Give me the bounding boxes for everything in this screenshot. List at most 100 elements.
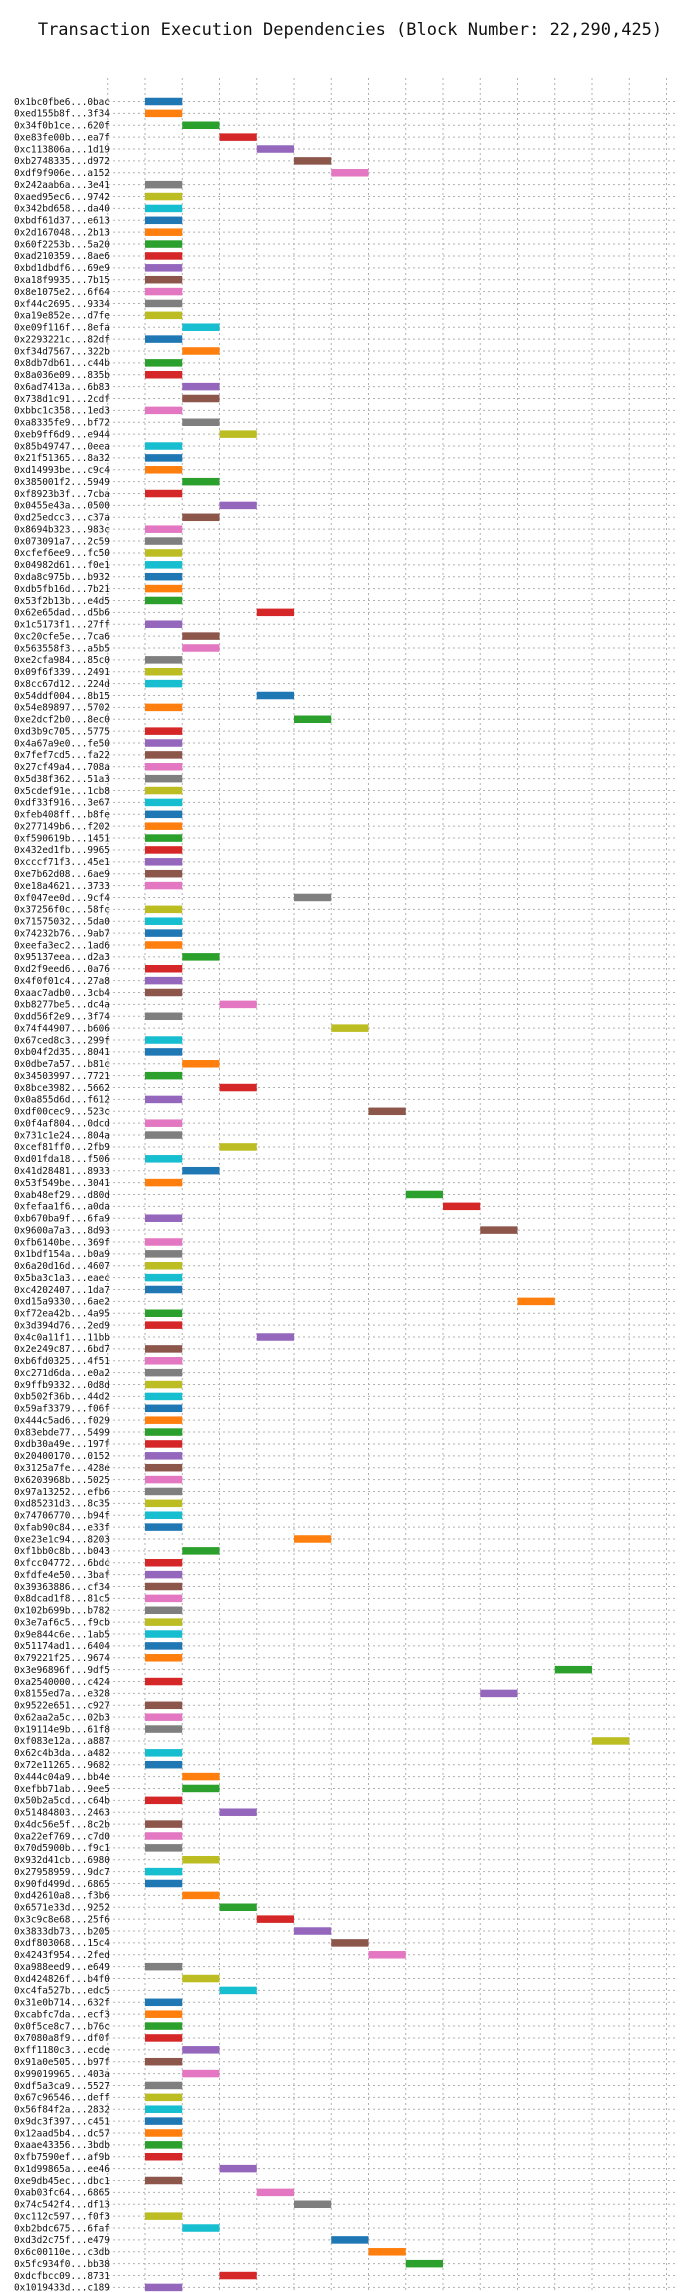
transaction-bar	[145, 370, 183, 379]
transaction-label: 0xe7b62d08...6ae9	[14, 869, 110, 880]
transaction-label: 0xfab90c84...e33f	[14, 1522, 110, 1533]
transaction-bar	[145, 1048, 183, 1056]
transaction-label: 0xbbc1c358...1ed3	[14, 406, 110, 417]
transaction-bar	[145, 941, 183, 949]
transaction-label: 0x97a13252...efb6	[14, 1487, 110, 1498]
transaction-label: 0x74232b76...9ab7	[14, 928, 110, 939]
transaction-bar	[145, 1012, 183, 1021]
transaction-label: 0x79221f25...9674	[14, 1653, 110, 1664]
transaction-label: 0xc113806a...1d19	[14, 144, 110, 155]
transaction-label: 0xdb30a49e...197f	[14, 1439, 110, 1450]
transaction-label: 0xe18a4621...3733	[14, 881, 110, 892]
transaction-label: 0x51174ad1...6404	[14, 1641, 110, 1652]
transaction-label: 0x54e89897...5702	[14, 703, 110, 714]
transaction-bar	[145, 2117, 183, 2125]
transaction-label: 0xcabfc7da...ecf3	[14, 2009, 110, 2020]
transaction-label: 0xa988eed9...e649	[14, 1962, 110, 1973]
transaction-bar	[145, 537, 183, 545]
transaction-label: 0x4dc56e5f...8c2b	[14, 1819, 110, 1830]
transaction-bar	[554, 1665, 592, 1674]
transaction-label: 0xff1180c3...ecde	[14, 2045, 110, 2056]
transaction-bar	[145, 1416, 183, 1424]
transaction-bar	[219, 430, 257, 438]
transaction-label: 0x9522e651...c927	[14, 1701, 110, 1712]
transaction-bar	[145, 834, 183, 842]
transaction-bar	[294, 1927, 332, 1935]
transaction-bar	[145, 1760, 183, 1769]
transaction-bar	[256, 2188, 294, 2197]
transaction-label: 0x95137eea...d2a3	[14, 952, 110, 963]
transaction-label: 0x72e11265...9682	[14, 1760, 110, 1771]
transaction-label: 0xa22ef769...c7d0	[14, 1831, 110, 1842]
transaction-bar	[145, 929, 183, 937]
transaction-label: 0xb04f2d35...8041	[14, 1047, 110, 1058]
transaction-label: 0xc20cfe5e...7ca6	[14, 631, 110, 642]
transaction-label: 0x04982d61...f0e1	[14, 560, 110, 571]
transaction-bar	[517, 1297, 555, 1306]
transaction-bar	[145, 335, 183, 343]
transaction-label: 0x6c00110e...c3db	[14, 2247, 110, 2258]
transaction-bar	[145, 454, 183, 462]
transaction-bar	[182, 382, 220, 391]
transaction-bar	[145, 1345, 183, 1353]
transaction-bar	[145, 525, 183, 533]
transaction-bar	[405, 1190, 443, 1199]
transaction-label: 0x9e844c6e...1ab5	[14, 1629, 110, 1640]
transaction-bar	[145, 2105, 183, 2113]
transaction-label: 0x19114e9b...61f8	[14, 1724, 110, 1735]
transaction-label: 0xa19e852e...d7fe	[14, 311, 110, 322]
transaction-bar	[219, 1986, 257, 1995]
transaction-label: 0xda8c975b...b932	[14, 572, 110, 583]
transaction-label: 0x6203968b...5025	[14, 1475, 110, 1486]
transaction-label: 0x41d28481...8933	[14, 1166, 110, 1177]
transaction-bar	[145, 1392, 183, 1401]
transaction-label: 0xdd56f2e9...3f74	[14, 1012, 110, 1023]
transaction-bar	[331, 2236, 369, 2244]
transaction-bar	[182, 1772, 220, 1781]
transaction-label: 0x8a036e09...835b	[14, 370, 110, 381]
transaction-label: 0xd3b9c705...5775	[14, 726, 110, 737]
transaction-label: 0x31e0b714...632f	[14, 1998, 110, 2009]
transaction-label: 0xaed95ec6...9742	[14, 192, 110, 203]
transaction-bar	[145, 1844, 183, 1852]
transaction-bar	[145, 1380, 183, 1389]
transaction-bar	[219, 2271, 257, 2280]
transaction-label: 0xc271d6da...e0a2	[14, 1368, 110, 1379]
grid-layer	[107, 78, 675, 2292]
transaction-bar	[145, 1998, 183, 2007]
transaction-bar	[145, 97, 183, 106]
transaction-bar	[145, 1321, 183, 1329]
transaction-bar	[182, 1855, 220, 1864]
transaction-bar	[145, 751, 183, 759]
transaction-bar	[145, 1630, 183, 1638]
transaction-label: 0x39363886...cf34	[14, 1582, 110, 1593]
transaction-bar	[182, 513, 220, 522]
transaction-bar	[145, 905, 183, 914]
transaction-bar	[331, 1024, 369, 1032]
transaction-label: 0x9dc3f397...c451	[14, 2116, 110, 2127]
transaction-bar	[145, 1796, 183, 1805]
transaction-label: 0x2d167048...2b13	[14, 227, 110, 238]
transaction-label: 0x9ffb9332...0d8d	[14, 1380, 110, 1391]
transaction-bar	[145, 406, 183, 415]
transaction-bar	[145, 1178, 183, 1187]
transaction-bar	[182, 1166, 220, 1175]
transaction-label: 0xad210359...8ae6	[14, 251, 110, 262]
transaction-label: 0xa8335fe9...bf72	[14, 418, 110, 429]
transaction-bar	[145, 822, 183, 830]
transaction-label: 0xe09f116f...8efa	[14, 323, 110, 334]
transaction-label: 0xd01fda18...f506	[14, 1154, 110, 1165]
transaction-label: 0x6571e33d...9252	[14, 1903, 110, 1914]
transaction-bar	[182, 394, 220, 403]
transaction-label: 0x1bdf154a...b0a9	[14, 1249, 110, 1260]
transaction-label: 0xe83fe00b...ea7f	[14, 132, 110, 143]
transaction-label: 0xf047ee0d...9cf4	[14, 893, 110, 904]
transaction-label: 0xdf33f916...3e67	[14, 798, 110, 809]
transaction-label: 0xe9db45ec...dbc1	[14, 2176, 110, 2187]
transaction-bar	[145, 1701, 183, 1710]
transaction-bar	[145, 1511, 183, 1519]
transaction-bar	[145, 1261, 183, 1270]
transaction-label: 0xc4202407...1da7	[14, 1285, 110, 1296]
transaction-label: 0x7080a8f9...df0f	[14, 2033, 110, 2044]
transaction-label: 0x432ed1fb...9965	[14, 845, 110, 856]
